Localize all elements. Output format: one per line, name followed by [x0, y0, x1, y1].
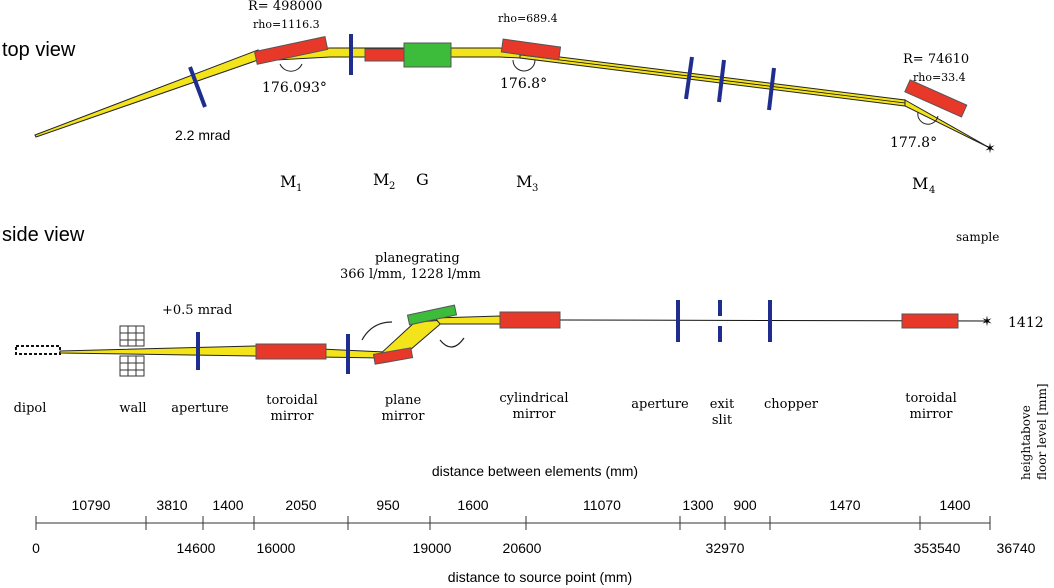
- top-mirror-m4: [904, 79, 968, 118]
- segment-3: 1400: [212, 497, 243, 513]
- height-value: 1412: [1008, 315, 1044, 331]
- label-exit: exit: [710, 397, 735, 412]
- label-plane: plane: [385, 393, 422, 408]
- side-plane-mirror: [372, 347, 414, 365]
- scale-title-between: distance between elements (mm): [432, 463, 638, 479]
- position-1: 0: [32, 540, 40, 556]
- position-3: 16000: [257, 540, 296, 556]
- dipole-source: [15, 345, 61, 355]
- svg-text:slit: slit: [712, 413, 733, 428]
- divergence-label: 2.2 mrad: [175, 127, 230, 143]
- m1-radius: R= 498000: [248, 0, 322, 14]
- top-beam-in: [34, 49, 259, 138]
- top-view-heading: top view: [2, 39, 76, 61]
- wall: [119, 325, 145, 377]
- m4-radius: R= 74610: [903, 52, 969, 67]
- label-aperture: aperture: [171, 401, 229, 416]
- side-toroidal-mirror-2: [901, 313, 959, 329]
- top-exit-slit: [717, 59, 726, 103]
- segment-6: 1600: [457, 497, 488, 513]
- side-sample-star: ✶: [981, 313, 993, 329]
- svg-text:1: 1: [296, 183, 302, 194]
- angle-m4: 177.8°: [890, 135, 937, 151]
- top-mirror-m2: [364, 48, 406, 62]
- angle-m3: 176.8°: [500, 76, 547, 92]
- height-label-2: floor level [mm]: [1035, 383, 1049, 480]
- segment-5: 950: [376, 497, 400, 513]
- side-toroidal-mirror: [255, 343, 327, 360]
- label-toroidal-2: toroidal: [905, 391, 956, 406]
- position-5: 20600: [503, 540, 542, 556]
- rotation-arrow-2: [439, 337, 465, 348]
- side-beam-1: [59, 345, 257, 357]
- scale-title-source: distance to source point (mm): [448, 569, 632, 585]
- grating-title: planegrating: [375, 251, 460, 266]
- grating-lines: 366 l/mm, 1228 l/mm: [340, 267, 481, 282]
- top-view: top view ✶ R= 498000 rho=1116.3 rho=689.…: [2, 0, 996, 196]
- m1-label: M: [280, 172, 296, 191]
- top-aperture-3: [684, 56, 694, 100]
- m4-rho: rho=33.4: [913, 71, 966, 84]
- m3-rho: rho=689.4: [498, 12, 558, 25]
- svg-text:mirror: mirror: [271, 409, 315, 424]
- segment-7: 11070: [583, 497, 621, 513]
- m4-label: M: [912, 174, 928, 193]
- svg-text:2: 2: [389, 181, 395, 192]
- segment-1: 10790: [72, 497, 111, 513]
- segment-2: 3810: [156, 497, 187, 513]
- top-mirror-m1: [253, 36, 329, 65]
- acceptance-label: +0.5 mrad: [162, 303, 232, 318]
- m2-label: M: [373, 170, 389, 189]
- svg-text:mirror: mirror: [910, 407, 954, 422]
- svg-text:mirror: mirror: [513, 407, 557, 422]
- side-grating: [406, 304, 458, 326]
- label-aperture-2: aperture: [631, 397, 689, 412]
- segment-4: 2050: [285, 497, 316, 513]
- segment-11: 1400: [939, 497, 970, 513]
- svg-text:4: 4: [929, 185, 935, 196]
- angle-m1: 176.093°: [262, 80, 327, 96]
- label-toroidal: toroidal: [266, 393, 317, 408]
- top-grating: [403, 42, 452, 68]
- side-view-heading: side view: [2, 224, 85, 246]
- svg-text:3: 3: [532, 183, 538, 194]
- top-mirror-m3: [500, 38, 562, 61]
- segment-8: 1300: [682, 497, 713, 513]
- position-7: 353540: [914, 540, 961, 556]
- label-wall: wall: [119, 401, 146, 416]
- position-8: 36740: [997, 540, 1036, 556]
- position-6: 32970: [706, 540, 745, 556]
- side-view: side view sample planegrating 366 l/mm, …: [2, 224, 1049, 480]
- position-4: 19000: [413, 540, 452, 556]
- label-chopper: chopper: [764, 397, 819, 412]
- top-sample-star: ✶: [984, 140, 996, 156]
- m1-rho: rho=1116.3: [253, 18, 320, 31]
- g-label: G: [416, 170, 429, 189]
- top-chopper: [767, 67, 776, 111]
- segment-10: 1470: [829, 497, 860, 513]
- position-2: 14600: [177, 540, 216, 556]
- svg-text:mirror: mirror: [382, 409, 426, 424]
- height-label: heightabove: [1019, 405, 1033, 480]
- sample-label: sample: [956, 230, 999, 244]
- m3-label: M: [516, 172, 532, 191]
- label-dipol: dipol: [14, 401, 47, 416]
- side-cylindrical-mirror: [499, 311, 561, 329]
- top-aperture: [188, 66, 207, 108]
- label-cylindrical: cylindrical: [499, 391, 568, 406]
- segment-9: 900: [733, 497, 757, 513]
- distance-scale: distance between elements (mm) 10790 381…: [32, 463, 1036, 585]
- rotation-arrow-1: [361, 321, 393, 341]
